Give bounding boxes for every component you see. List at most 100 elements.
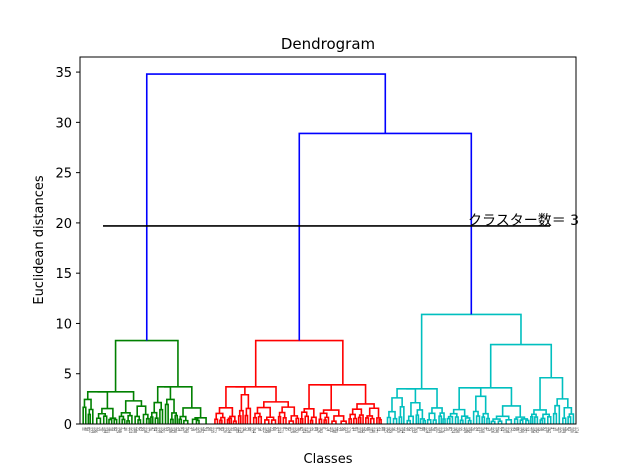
leaf-label: 88 xyxy=(381,427,386,431)
leaf-label: 107 xyxy=(101,427,106,433)
dendrogram-link xyxy=(349,413,356,419)
leaf-label: 163 xyxy=(319,427,324,433)
leaf-label: 55 xyxy=(111,427,116,431)
dendrogram-link xyxy=(214,418,219,424)
leaf-label: 140 xyxy=(371,427,376,433)
dendrogram-link xyxy=(519,419,524,424)
leaf-label: 64 xyxy=(500,427,505,431)
leaf-label: 59 xyxy=(339,427,344,431)
dendrogram-link xyxy=(145,417,150,424)
leaf-label: 25 xyxy=(136,427,141,431)
dendrogram-link xyxy=(420,313,522,389)
leaf-label: 39 xyxy=(190,427,195,431)
leaf-label: 143 xyxy=(170,427,175,433)
dendrogram-link xyxy=(226,418,231,424)
leaf-label: 21 xyxy=(403,427,408,431)
dendrogram-link xyxy=(254,339,344,387)
leaf-label: 134 xyxy=(277,427,282,433)
leaf-label: 102 xyxy=(436,427,441,433)
dendrogram-link xyxy=(159,408,164,424)
leaf-label: 9 xyxy=(215,427,220,429)
dendrogram-link xyxy=(308,383,333,411)
leaf-label: 186 xyxy=(267,427,272,433)
leaf-label: 175 xyxy=(508,427,513,433)
dendrogram-link xyxy=(489,343,553,388)
dendrogram-link xyxy=(486,417,490,424)
dendrogram-link-root xyxy=(145,73,387,341)
dendrogram-link xyxy=(513,418,519,424)
dendrogram-link xyxy=(218,407,234,417)
leaf-label: 86 xyxy=(515,427,520,431)
leaf-label: 7 xyxy=(349,427,354,429)
leaf-label: 67 xyxy=(299,427,304,431)
leaf-label: 164 xyxy=(252,427,257,433)
dendrogram-link xyxy=(348,418,353,424)
dendrogram-link xyxy=(539,419,544,424)
leaf-label: 161 xyxy=(453,427,458,433)
leaf-label: 177 xyxy=(374,427,379,433)
dendrogram-link xyxy=(353,417,358,424)
leaf-label: 139 xyxy=(438,427,443,433)
leaf-label: 126 xyxy=(317,427,322,433)
dendrogram-link xyxy=(369,417,375,424)
leaf-label: 3 xyxy=(121,427,126,429)
leaf-label: 57 xyxy=(473,427,478,431)
leaf-label: 92 xyxy=(113,427,118,431)
leaf-label: 61 xyxy=(205,427,210,431)
leaf-label: 24 xyxy=(203,427,208,431)
dendrogram-link xyxy=(178,418,183,424)
leaf-label: 20 xyxy=(470,427,475,431)
dendrogram-link xyxy=(365,417,370,424)
leaf-label: 69 xyxy=(165,427,170,431)
leaf-label: 136 xyxy=(143,427,148,433)
leaf-label: 155 xyxy=(359,427,364,433)
leaf-label: 165 xyxy=(185,427,190,433)
dendrogram-link xyxy=(415,414,420,424)
leaf-label: 48 xyxy=(84,427,89,431)
leaf-label: 178 xyxy=(307,427,312,433)
dendrogram-link xyxy=(525,419,530,424)
leaf-label: 91 xyxy=(180,427,185,431)
leaf-label: 101 xyxy=(503,427,508,433)
leaf-label: 51 xyxy=(379,427,384,431)
leaf-label: 52 xyxy=(312,427,317,431)
leaf-label: 151 xyxy=(131,427,136,433)
dendrogram-link xyxy=(467,419,472,424)
leaf-label: 113 xyxy=(195,427,200,433)
leaf-label: 60 xyxy=(272,427,277,431)
y-tick-label: 5 xyxy=(64,368,72,383)
leaf-label: 73 xyxy=(394,427,399,431)
leaf-label: 85 xyxy=(86,427,91,431)
dendrogram-link xyxy=(154,417,159,424)
dendrogram-link xyxy=(481,416,486,424)
leaf-label: 1 xyxy=(255,427,260,429)
leaf-label: 110 xyxy=(396,427,401,433)
leaf-label: 194 xyxy=(227,427,232,433)
leaf-label: 98 xyxy=(208,427,213,431)
dendrogram-link xyxy=(183,419,189,424)
leaf-label: 17 xyxy=(175,427,180,431)
dendrogram-link xyxy=(320,383,367,404)
leaf-label: 53 xyxy=(245,427,250,431)
leaf-label: 159 xyxy=(91,427,96,433)
leaf-label: 83 xyxy=(220,427,225,431)
leaf-label: 8 xyxy=(282,427,287,429)
dendrogram-link xyxy=(530,416,534,424)
leaf-label: 195 xyxy=(160,427,165,433)
leaf-label: 119 xyxy=(289,427,294,433)
dendrogram-link xyxy=(505,418,513,424)
chart-title: Dendrogram xyxy=(281,35,375,53)
dendrogram-link xyxy=(475,415,481,424)
leaf-label: 72 xyxy=(460,427,465,431)
leaf-label: 34 xyxy=(525,427,530,431)
dendrogram-link-upper xyxy=(298,132,473,341)
leaf-label: 170 xyxy=(346,427,351,433)
leaf-label: 70 xyxy=(98,427,103,431)
dendrogram-link xyxy=(304,415,310,424)
leaf-label: 89 xyxy=(314,427,319,431)
cluster-count-annotation: クラスター数＝ 3 xyxy=(468,213,579,229)
leaf-label: 76 xyxy=(193,427,198,431)
leaf-label: 56 xyxy=(540,427,545,431)
dendrogram-link xyxy=(396,388,417,403)
leaf-label: 84 xyxy=(153,427,158,431)
